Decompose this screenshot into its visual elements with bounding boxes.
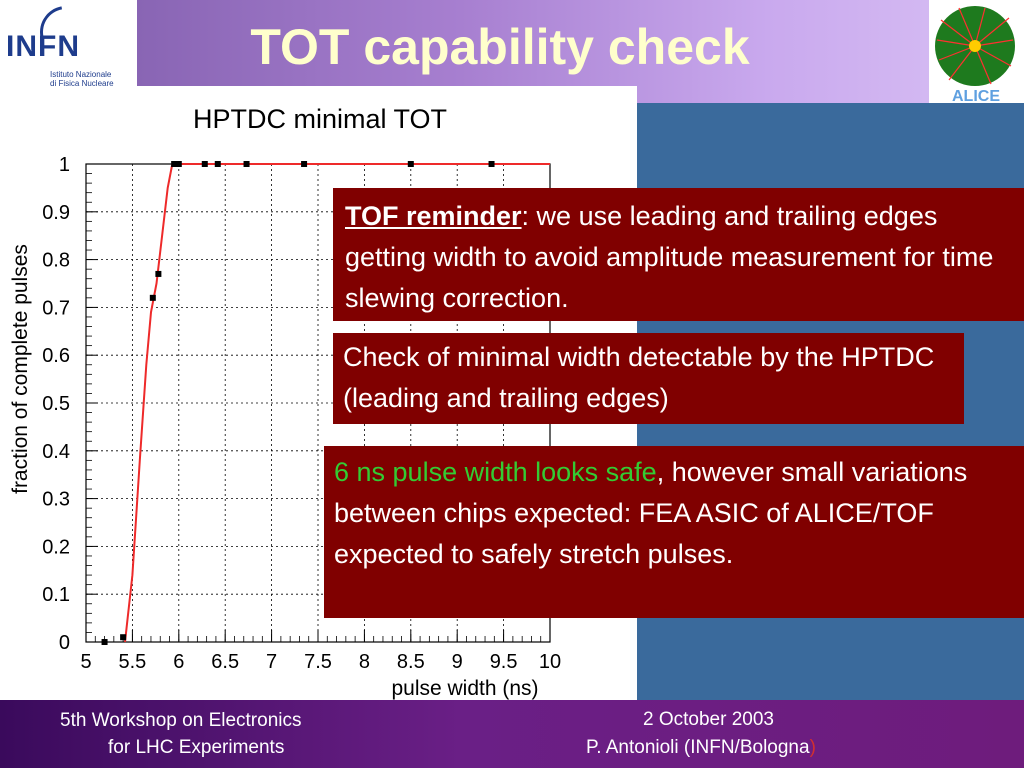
infn-logo-text: INFN — [6, 30, 80, 63]
infn-logo: INFN Istituto Nazionale di Fisica Nuclea… — [0, 0, 137, 92]
footer-workshop-line-1: 5th Workshop on Electronics — [60, 710, 302, 731]
alice-logo: ALICE — [929, 0, 1024, 103]
data-point — [171, 161, 178, 167]
x-tick-label: 5 — [80, 651, 91, 673]
x-tick-label: 8.5 — [397, 651, 425, 673]
x-tick-label: 8 — [359, 651, 370, 673]
data-point — [175, 161, 182, 167]
data-point — [155, 270, 162, 277]
x-tick-label: 5.5 — [118, 651, 146, 673]
data-point — [407, 161, 414, 167]
y-tick-label: 0.9 — [42, 202, 70, 224]
footer-author: P. Antonioli (INFN/Bologna) — [586, 737, 816, 759]
data-point — [488, 161, 495, 167]
conclusion-text: , however small variations between chips… — [334, 457, 968, 569]
x-tick-label: 6 — [173, 651, 184, 673]
footer-workshop-line-2: for LHC Experiments — [108, 737, 285, 758]
y-tick-label: 0.2 — [42, 536, 70, 558]
y-tick-label: 0.8 — [42, 250, 70, 272]
minimal-width-note: Check of minimal width detectable by the… — [333, 333, 964, 424]
footer-date: 2 October 2003 — [643, 709, 774, 730]
tof-reminder-note: TOF reminder: we use leading and trailin… — [333, 188, 1024, 321]
y-tick-label: 0.7 — [42, 297, 70, 319]
data-point — [243, 161, 250, 167]
data-point — [301, 161, 308, 167]
x-tick-label: 7 — [266, 651, 277, 673]
y-tick-label: 0.5 — [42, 393, 70, 415]
y-tick-label: 1 — [59, 154, 70, 176]
data-point — [101, 639, 108, 645]
x-axis-label: pulse width (ns) — [391, 677, 538, 700]
infn-logo-subtitle: Istituto Nazionale di Fisica Nucleare — [50, 70, 140, 88]
data-point — [149, 294, 156, 301]
y-tick-label: 0.4 — [42, 441, 70, 463]
alice-logo-text: ALICE — [952, 88, 1000, 103]
title-bar: INFN Istituto Nazionale di Fisica Nuclea… — [0, 0, 1024, 103]
x-tick-label: 6.5 — [211, 651, 239, 673]
slide-title: TOT capability check — [250, 19, 750, 75]
conclusion-note: 6 ns pulse width looks safe, however sma… — [324, 446, 1024, 618]
infn-logo-subtitle-line-2: di Fisica Nucleare — [50, 79, 114, 88]
tof-reminder-keyword: TOF reminder — [345, 201, 522, 231]
y-tick-label: 0.3 — [42, 489, 70, 511]
footer-author-paren: ) — [809, 737, 816, 758]
tof-reminder-text: : we use leading and trailing edges gett… — [345, 201, 994, 313]
chart-title: HPTDC minimal TOT — [193, 104, 447, 134]
x-tick-label: 9.5 — [490, 651, 518, 673]
data-point — [201, 161, 208, 167]
y-tick-label: 0 — [59, 632, 70, 654]
y-axis-label: fraction of complete pulses — [9, 244, 32, 494]
minimal-width-text: Check of minimal width detectable by the… — [343, 342, 935, 413]
x-tick-label: 7.5 — [304, 651, 332, 673]
infn-logo-subtitle-line-1: Istituto Nazionale — [50, 70, 112, 79]
data-point — [214, 161, 221, 167]
data-point — [120, 634, 127, 641]
footer-bar — [0, 700, 1024, 768]
x-tick-label: 9 — [452, 651, 463, 673]
x-tick-label: 10 — [539, 651, 561, 673]
y-tick-label: 0.1 — [42, 584, 70, 606]
conclusion-highlight: 6 ns pulse width looks safe — [334, 457, 657, 487]
footer-author-text: P. Antonioli (INFN/Bologna — [586, 737, 810, 758]
y-tick-label: 0.6 — [42, 345, 70, 367]
